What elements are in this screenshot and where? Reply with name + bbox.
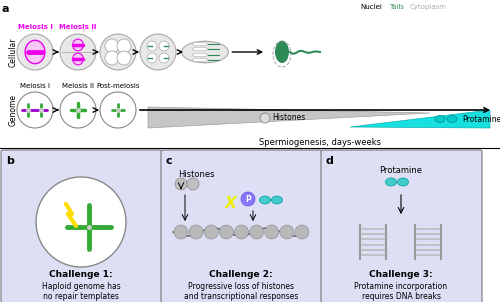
Circle shape: [265, 225, 279, 239]
Polygon shape: [350, 110, 490, 128]
Text: Progressive loss of histones
and transcriptional responses: Progressive loss of histones and transcr…: [184, 282, 298, 301]
Circle shape: [140, 34, 176, 70]
Text: Challenge 3:: Challenge 3:: [369, 270, 433, 279]
Ellipse shape: [72, 39, 84, 51]
Text: Protamine incorporation
requires DNA breaks: Protamine incorporation requires DNA bre…: [354, 282, 448, 301]
Text: b: b: [6, 156, 14, 166]
Text: Meiosis I: Meiosis I: [18, 24, 52, 30]
FancyBboxPatch shape: [1, 150, 162, 302]
Ellipse shape: [260, 196, 270, 204]
FancyBboxPatch shape: [161, 150, 322, 302]
Ellipse shape: [192, 53, 208, 57]
Circle shape: [100, 92, 136, 128]
Text: c: c: [166, 156, 172, 166]
Circle shape: [241, 192, 255, 206]
Circle shape: [204, 225, 218, 239]
Ellipse shape: [25, 40, 45, 64]
Circle shape: [295, 225, 309, 239]
Circle shape: [187, 178, 199, 190]
Ellipse shape: [275, 41, 289, 63]
Circle shape: [147, 53, 157, 63]
Circle shape: [105, 39, 119, 53]
Text: Tails: Tails: [389, 4, 404, 10]
Text: Post-meiosis: Post-meiosis: [96, 83, 140, 89]
Text: Cellular: Cellular: [8, 37, 18, 67]
Text: Histones: Histones: [272, 114, 305, 123]
Circle shape: [60, 34, 96, 70]
Circle shape: [234, 225, 248, 239]
Circle shape: [117, 39, 131, 53]
Circle shape: [159, 41, 169, 51]
Text: d: d: [326, 156, 334, 166]
Circle shape: [147, 41, 157, 51]
Circle shape: [17, 34, 53, 70]
Ellipse shape: [386, 178, 396, 186]
Circle shape: [280, 225, 294, 239]
Text: Meiosis II: Meiosis II: [62, 83, 94, 89]
Ellipse shape: [192, 42, 208, 46]
Circle shape: [189, 225, 203, 239]
Ellipse shape: [192, 58, 208, 62]
Circle shape: [100, 34, 136, 70]
Circle shape: [260, 113, 270, 123]
Circle shape: [174, 225, 188, 239]
Ellipse shape: [272, 196, 282, 204]
Circle shape: [159, 53, 169, 63]
Ellipse shape: [192, 47, 208, 51]
Polygon shape: [148, 107, 430, 128]
Circle shape: [250, 225, 264, 239]
Text: Genome: Genome: [8, 94, 18, 126]
Text: P: P: [245, 194, 251, 204]
Circle shape: [17, 92, 53, 128]
Circle shape: [60, 92, 96, 128]
Text: Protamine: Protamine: [380, 166, 422, 175]
Text: Haploid genome has
no repair templates: Haploid genome has no repair templates: [42, 282, 120, 301]
Circle shape: [36, 177, 126, 267]
Text: Histones: Histones: [178, 170, 214, 179]
Circle shape: [175, 178, 187, 190]
Circle shape: [220, 225, 234, 239]
Circle shape: [105, 51, 119, 65]
Text: X: X: [225, 197, 237, 211]
Text: Protamines: Protamines: [462, 114, 500, 124]
Text: Spermiogenesis, days-weeks: Spermiogenesis, days-weeks: [259, 138, 381, 147]
Text: Challenge 2:: Challenge 2:: [209, 270, 273, 279]
Text: Meiosis I: Meiosis I: [20, 83, 50, 89]
Text: Challenge 1:: Challenge 1:: [49, 270, 113, 279]
Text: Nuclei: Nuclei: [360, 4, 382, 10]
Text: a: a: [2, 4, 10, 14]
FancyBboxPatch shape: [321, 150, 482, 302]
Ellipse shape: [447, 115, 457, 123]
Ellipse shape: [72, 53, 84, 65]
Ellipse shape: [435, 115, 445, 123]
Ellipse shape: [182, 41, 228, 63]
Text: Meiosis II: Meiosis II: [60, 24, 96, 30]
Circle shape: [117, 51, 131, 65]
Ellipse shape: [398, 178, 408, 186]
Text: Cytoplasm: Cytoplasm: [410, 4, 447, 10]
